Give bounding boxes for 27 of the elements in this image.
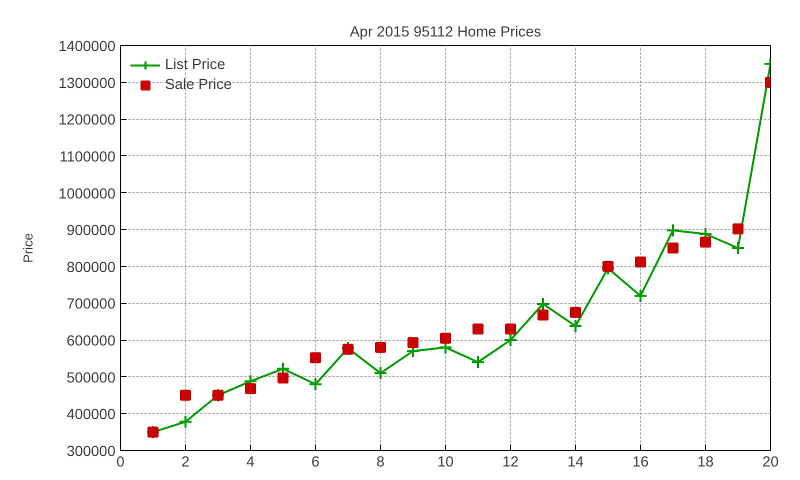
- y-tick-label: 1400000: [58, 39, 116, 55]
- y-tick-label: 1100000: [60, 149, 116, 166]
- x-tick-label: 6: [311, 454, 320, 470]
- x-tick-label: 16: [632, 454, 649, 470]
- x-tick-label: 0: [116, 454, 125, 470]
- y-tick-label: 800000: [66, 260, 116, 276]
- y-tick-label: 300000: [66, 444, 116, 460]
- y-tick-label: 1300000: [58, 76, 116, 92]
- x-tick-label: 10: [437, 454, 454, 470]
- x-tick-label: 20: [762, 454, 779, 470]
- x-tick-label: 18: [697, 454, 714, 470]
- legend-label: List Price: [165, 57, 226, 73]
- x-tick-label: 14: [567, 454, 584, 470]
- x-tick-label: 4: [246, 454, 255, 470]
- legend-label: Sale Price: [165, 77, 232, 93]
- y-tick-label: 1000000: [58, 186, 116, 202]
- x-tick-label: 12: [502, 454, 519, 470]
- chart-title: Apr 2015 95112 Home Prices: [350, 24, 542, 40]
- y-tick-label: 700000: [66, 296, 116, 313]
- x-tick-label: 8: [376, 454, 385, 470]
- y-tick-label: 1200000: [58, 112, 116, 129]
- y-tick-label: 600000: [66, 334, 116, 350]
- y-tick-label: 500000: [66, 370, 116, 386]
- x-tick-label: 2: [181, 454, 190, 470]
- y-tick-label: 900000: [66, 223, 116, 240]
- y-tick-label: 400000: [66, 407, 116, 424]
- y-axis-title: Price: [20, 233, 36, 263]
